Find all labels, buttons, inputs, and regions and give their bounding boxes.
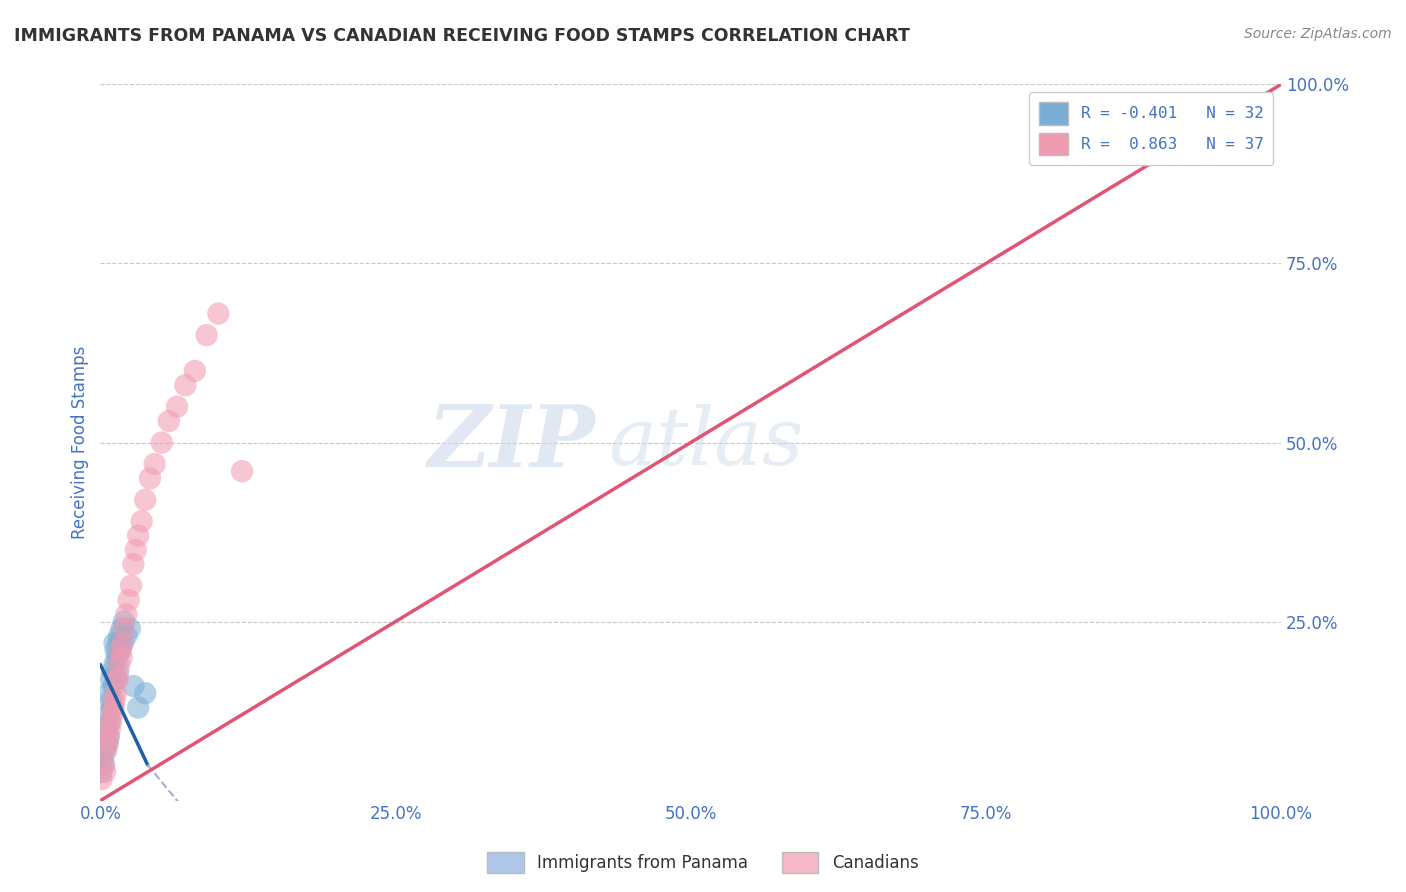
Point bbox=[131, 514, 153, 528]
Text: Source: ZipAtlas.com: Source: ZipAtlas.com bbox=[1244, 27, 1392, 41]
Point bbox=[108, 629, 131, 643]
Point bbox=[100, 714, 122, 729]
Point bbox=[101, 700, 124, 714]
Point bbox=[143, 457, 166, 471]
Point bbox=[166, 400, 188, 414]
Point bbox=[110, 643, 132, 657]
Point bbox=[110, 622, 132, 636]
Point bbox=[207, 307, 229, 321]
Point bbox=[174, 378, 197, 392]
Point bbox=[127, 528, 149, 542]
Point bbox=[100, 693, 122, 707]
Point bbox=[98, 722, 121, 736]
Point bbox=[118, 593, 141, 607]
Legend: R = -0.401   N = 32, R =  0.863   N = 37: R = -0.401 N = 32, R = 0.863 N = 37 bbox=[1029, 93, 1272, 165]
Point bbox=[184, 364, 207, 378]
Point bbox=[112, 615, 135, 629]
Point bbox=[231, 464, 253, 478]
Point bbox=[98, 714, 121, 729]
Point bbox=[122, 679, 145, 693]
Point bbox=[195, 328, 218, 343]
Text: IMMIGRANTS FROM PANAMA VS CANADIAN RECEIVING FOOD STAMPS CORRELATION CHART: IMMIGRANTS FROM PANAMA VS CANADIAN RECEI… bbox=[14, 27, 910, 45]
Point bbox=[110, 650, 132, 665]
Point bbox=[127, 700, 149, 714]
Point bbox=[125, 543, 148, 558]
Point bbox=[94, 743, 117, 757]
Point bbox=[96, 707, 118, 722]
Point bbox=[94, 764, 117, 779]
Point bbox=[93, 757, 115, 772]
Point bbox=[97, 729, 120, 743]
Point bbox=[103, 693, 125, 707]
Point bbox=[97, 729, 120, 743]
Point bbox=[103, 657, 125, 672]
Point bbox=[96, 736, 118, 750]
Legend: Immigrants from Panama, Canadians: Immigrants from Panama, Canadians bbox=[481, 846, 925, 880]
Point bbox=[107, 672, 129, 686]
Point bbox=[103, 679, 125, 693]
Point bbox=[101, 665, 124, 679]
Point bbox=[115, 607, 138, 622]
Point bbox=[91, 750, 114, 764]
Point bbox=[90, 772, 112, 786]
Text: atlas: atlas bbox=[607, 404, 803, 482]
Point bbox=[115, 629, 138, 643]
Point bbox=[104, 686, 127, 700]
Point bbox=[120, 579, 142, 593]
Point bbox=[90, 764, 112, 779]
Point bbox=[97, 686, 120, 700]
Point bbox=[101, 707, 124, 722]
Point bbox=[157, 414, 180, 428]
Point bbox=[110, 643, 132, 657]
Point bbox=[103, 636, 125, 650]
Point bbox=[96, 736, 118, 750]
Point bbox=[107, 636, 129, 650]
Point bbox=[150, 435, 173, 450]
Point bbox=[112, 622, 135, 636]
Point bbox=[111, 636, 134, 650]
Point bbox=[105, 672, 128, 686]
Point bbox=[134, 686, 156, 700]
Point bbox=[96, 743, 118, 757]
Point bbox=[111, 636, 134, 650]
Point bbox=[118, 622, 141, 636]
Text: ZIP: ZIP bbox=[429, 401, 596, 484]
Y-axis label: Receiving Food Stamps: Receiving Food Stamps bbox=[72, 346, 89, 540]
Point bbox=[104, 643, 127, 657]
Point bbox=[107, 665, 129, 679]
Point bbox=[139, 471, 162, 485]
Point bbox=[108, 657, 131, 672]
Point bbox=[103, 700, 125, 714]
Point bbox=[134, 492, 156, 507]
Point bbox=[96, 722, 118, 736]
Point bbox=[122, 558, 145, 572]
Point bbox=[93, 757, 115, 772]
Point bbox=[104, 672, 127, 686]
Point bbox=[105, 650, 128, 665]
Point bbox=[100, 672, 122, 686]
